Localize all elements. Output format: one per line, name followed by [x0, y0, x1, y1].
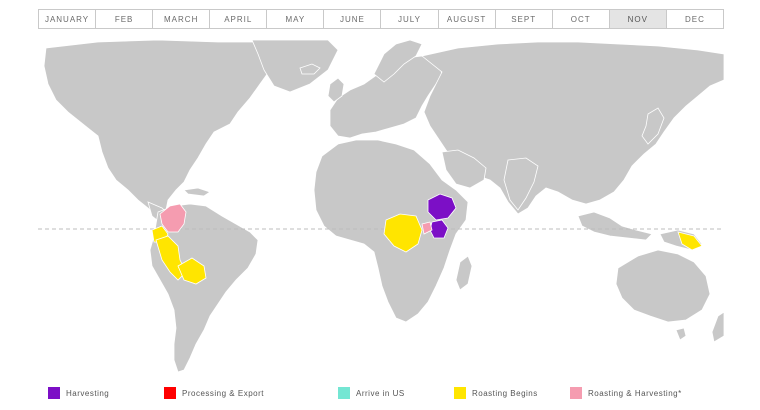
iceland	[299, 63, 321, 75]
legend-label-roasting-harvesting: Roasting & Harvesting*	[588, 388, 682, 398]
month-tab-nov[interactable]: NOV	[609, 10, 667, 28]
tasmania	[675, 327, 687, 341]
region-bolivia[interactable]	[177, 257, 207, 285]
month-tab-march[interactable]: MARCH	[153, 10, 211, 28]
legend-swatch-roasting-begins	[454, 387, 466, 399]
legend-item-roasting-harvesting: Roasting & Harvesting*	[570, 386, 682, 400]
month-tab-sept[interactable]: SEPT	[496, 10, 553, 28]
legend-label-processing-export: Processing & Export	[182, 388, 264, 398]
greenland	[251, 40, 339, 93]
region-dr-congo[interactable]	[383, 213, 423, 253]
legend-label-roasting-begins: Roasting Begins	[472, 388, 538, 398]
legend-swatch-roasting-harvesting	[570, 387, 582, 399]
legend-item-arrive-in-us: Arrive in US	[338, 386, 405, 400]
australia	[615, 249, 711, 323]
caribbean-islands	[183, 187, 211, 197]
british-isles	[327, 77, 345, 103]
world-map	[38, 40, 724, 378]
region-ethiopia[interactable]	[427, 193, 457, 221]
region-uganda[interactable]	[421, 221, 433, 235]
legend-label-harvesting: Harvesting	[66, 388, 110, 398]
month-tab-july[interactable]: JULY	[381, 10, 439, 28]
map-legend: Harvesting Processing & Export Arrive in…	[40, 386, 720, 402]
southeast-asia-islands	[577, 211, 653, 241]
legend-label-arrive-in-us: Arrive in US	[356, 388, 405, 398]
month-tab-oct[interactable]: OCT	[553, 10, 610, 28]
arabian-peninsula	[441, 149, 487, 189]
europe	[329, 55, 443, 139]
japan	[641, 107, 665, 145]
month-tab-may[interactable]: MAY	[267, 10, 325, 28]
new-zealand	[711, 311, 724, 343]
month-tab-june[interactable]: JUNE	[324, 10, 382, 28]
month-tab-feb[interactable]: FEB	[96, 10, 154, 28]
world-map-svg	[38, 40, 724, 373]
region-colombia[interactable]	[159, 203, 187, 233]
region-papua-new-guinea[interactable]	[677, 231, 703, 251]
legend-item-roasting-begins: Roasting Begins	[454, 386, 538, 400]
highlighted-regions	[151, 193, 703, 285]
asia	[421, 41, 724, 215]
legend-swatch-harvesting	[48, 387, 60, 399]
month-tab-april[interactable]: APRIL	[210, 10, 268, 28]
month-tab-dec[interactable]: DEC	[684, 14, 705, 24]
india	[503, 157, 539, 211]
land-masses	[43, 40, 724, 373]
madagascar	[455, 255, 473, 291]
month-selector: JANUARY FEB MARCH APRIL MAY JUNE JULY AU…	[38, 9, 724, 29]
legend-swatch-arrive-in-us	[338, 387, 350, 399]
scandinavia	[373, 40, 423, 83]
legend-swatch-processing-export	[164, 387, 176, 399]
month-tab-august[interactable]: AUGUST	[439, 10, 496, 28]
legend-item-processing-export: Processing & Export	[164, 386, 264, 400]
legend-item-harvesting: Harvesting	[48, 386, 109, 400]
month-tab-january[interactable]: JANUARY	[39, 10, 97, 28]
north-america	[43, 40, 295, 217]
